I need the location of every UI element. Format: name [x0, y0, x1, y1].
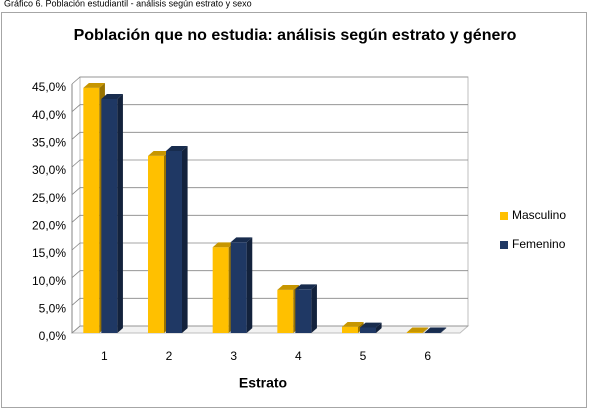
bar-top [166, 146, 188, 151]
grid-line [71, 159, 468, 168]
bar [83, 87, 100, 333]
bar [277, 289, 294, 333]
grid-line [71, 242, 468, 251]
bar-top [230, 237, 253, 243]
grid-line [71, 297, 468, 306]
legend-label: Femenino [512, 237, 566, 251]
chart-title: Población que no estudia: análisis según… [74, 27, 517, 44]
legend-swatch [500, 241, 508, 249]
bar [101, 98, 118, 333]
bar [360, 327, 376, 333]
bar-top [360, 322, 382, 328]
bar-side [311, 284, 317, 333]
bar-top [342, 322, 364, 327]
y-tick-label: 5,0% [39, 302, 67, 316]
grid-line [71, 270, 468, 278]
bar-top [424, 327, 447, 333]
bar-top [277, 284, 299, 290]
bar [212, 247, 229, 333]
bar-top [101, 94, 123, 99]
caption: Gráfico 6. Población estudiantil - análi… [4, 0, 252, 8]
bar-top [148, 151, 170, 156]
legend-label: Masculino [512, 208, 566, 222]
bar-top [406, 327, 429, 333]
bar-top [212, 242, 235, 248]
back-wall [79, 76, 469, 327]
x-tick-label: 3 [230, 349, 237, 363]
y-tick-label: 15,0% [32, 246, 66, 260]
x-axis-title: Estrato [239, 375, 287, 391]
grid-line [71, 187, 468, 195]
bar-side [117, 94, 123, 333]
bar-side [246, 237, 253, 333]
bar-side [182, 146, 188, 333]
grid-line [71, 325, 468, 334]
y-tick-label: 20,0% [32, 219, 66, 233]
bar-top [295, 284, 317, 290]
bar [424, 332, 441, 333]
bar [295, 289, 312, 333]
y-tick-label: 25,0% [32, 191, 66, 205]
bar [230, 242, 247, 333]
y-tick-label: 10,0% [32, 274, 66, 288]
y-tick-label: 40,0% [32, 108, 66, 122]
legend-swatch [500, 212, 508, 220]
bar [166, 150, 182, 333]
bar [406, 332, 423, 333]
x-tick-label: 2 [166, 349, 173, 363]
x-tick-label: 1 [101, 349, 108, 363]
bar-side [376, 322, 382, 333]
y-tick-label: 0,0% [39, 329, 67, 343]
grid-line [71, 104, 468, 112]
grid-line [71, 76, 468, 85]
x-tick-label: 6 [424, 349, 431, 363]
grid-line [71, 214, 468, 223]
x-tick-label: 5 [360, 349, 367, 363]
bar-top [83, 82, 105, 88]
y-tick-label: 30,0% [32, 163, 66, 177]
x-tick-label: 4 [295, 349, 302, 363]
bar [342, 326, 358, 333]
y-tick-label: 45,0% [32, 80, 66, 94]
grid-line [71, 131, 468, 140]
bar-side [440, 327, 447, 333]
bar-side [422, 327, 429, 333]
y-tick-label: 35,0% [32, 136, 66, 150]
bar [148, 155, 164, 333]
